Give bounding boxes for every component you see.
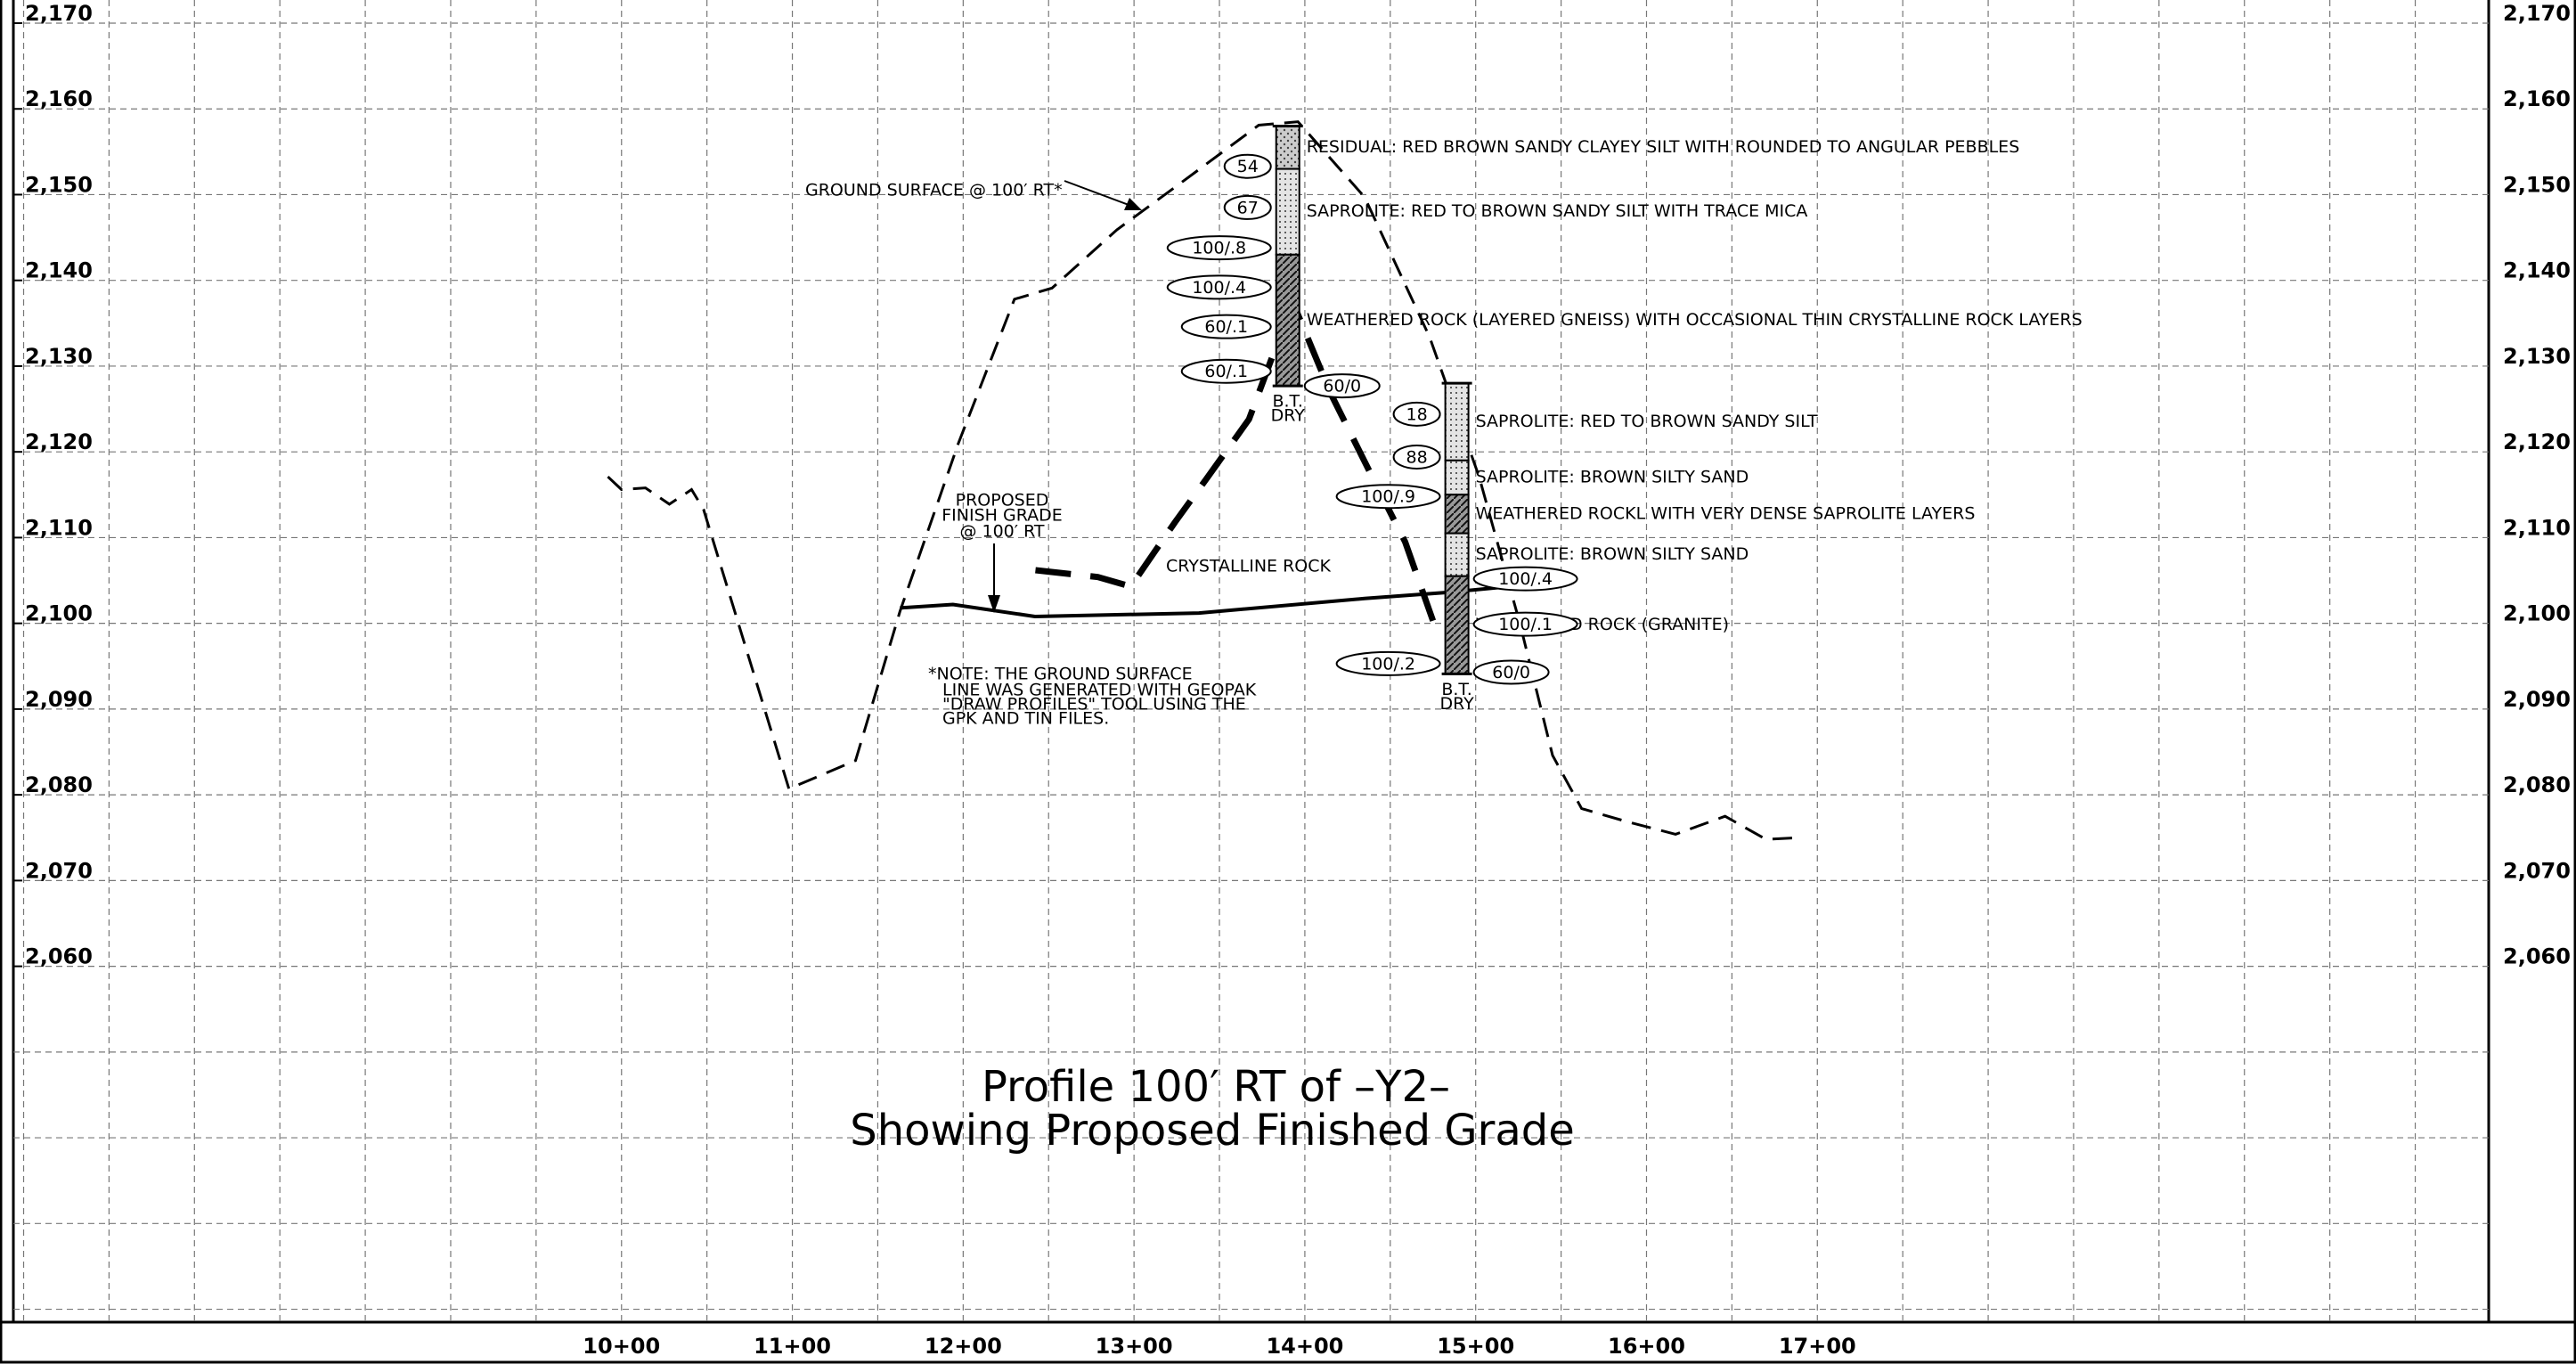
y-tick-label-right: 2,160 [2503,86,2571,111]
grid [13,0,2489,1322]
x-tick-label: 16+00 [1608,1334,1685,1359]
blow-count: 100/.1 [1498,615,1553,634]
blow-count: 60/0 [1323,377,1361,396]
note: LINE WAS GENERATED WITH GEOPAK [942,681,1257,700]
boring-note: B.T. [1272,392,1302,412]
x-tick-label: 12+00 [925,1334,1002,1359]
annotation: @ 100′ RT [959,522,1044,542]
blow-count-oval [1166,235,1272,261]
blow-count-oval [1223,194,1272,220]
y-tick-label: 2,110 [25,515,93,540]
annotation: FINISH GRADE [942,506,1063,526]
blow-count-oval [1472,566,1578,592]
x-tick-label: 15+00 [1437,1334,1514,1359]
boring-layer [1444,575,1470,675]
blow-count-oval [1335,650,1441,676]
blow-count: 54 [1237,157,1259,176]
y-tick-label: 2,080 [25,772,93,797]
x-tick-label: 13+00 [1096,1334,1173,1359]
blow-count: 100/.2 [1361,654,1415,674]
x-tick-label: 14+00 [1266,1334,1343,1359]
boring-layer [1444,532,1470,577]
y-tick-label-right: 2,060 [2503,944,2571,969]
blow-count-oval [1335,484,1441,510]
blow-count: 60/.1 [1204,362,1248,381]
leader [1064,180,1139,209]
y-tick-label-right: 2,130 [2503,344,2571,369]
layer-description: SAPROLITE: BROWN SILTY SAND [1476,468,1749,487]
blow-count: 100/.9 [1361,487,1415,507]
note: GPK AND TIN FILES. [942,709,1109,729]
layer-description: SAPROLITE: BROWN SILTY SAND [1476,544,1749,564]
blow-count-oval [1472,659,1550,685]
note: *NOTE: THE GROUND SURFACE [928,665,1193,684]
boring-layer [1275,125,1300,170]
y-tick-label: 2,130 [25,344,93,369]
blow-count-oval [1472,611,1578,637]
x-tick-label: 17+00 [1779,1334,1856,1359]
arrowhead [1124,198,1142,210]
blow-count: 60/.1 [1204,317,1248,337]
y-tick-label: 2,140 [25,258,93,283]
blow-count: 100/.4 [1192,278,1246,298]
note: "DRAW PROFILES" TOOL USING THE [942,695,1246,715]
blow-count-oval [1180,358,1272,384]
layer-description: SAPROLITE: RED TO BROWN SANDY SILT [1476,412,1818,431]
y-tick-label: 2,150 [25,172,93,197]
y-tick-label: 2,090 [25,687,93,712]
layer-description: WEATHERED ROCK (LAYERED GNEISS) WITH OCC… [1307,310,2083,330]
blow-count-oval [1223,153,1272,179]
blow-count: 67 [1237,198,1259,217]
boring-layer [1444,382,1470,461]
x-tick-label: 11+00 [754,1334,831,1359]
y-tick-label-right: 2,140 [2503,258,2571,283]
boring-note: B.T. [1441,680,1471,699]
y-tick-label-right: 2,170 [2503,1,2571,26]
y-tick-label: 2,120 [25,429,93,454]
profile-line [1035,308,1437,622]
y-tick-label: 2,160 [25,86,93,111]
y-tick-label-right: 2,100 [2503,601,2571,626]
x-tick-label: 10+00 [583,1334,660,1359]
blow-count-oval [1392,401,1441,427]
y-tick-label-right: 2,110 [2503,515,2571,540]
y-tick-label-right: 2,090 [2503,687,2571,712]
boring-layer [1275,167,1300,256]
title: Profile 100′ RT of –Y2– [982,1062,1450,1112]
blow-count: 88 [1406,447,1428,467]
layer-description: SAPROLITE: RED TO BROWN SANDY SILT WITH … [1307,201,1808,221]
y-tick-label: 2,100 [25,601,93,626]
blow-count-oval [1166,274,1272,300]
y-tick-label-right: 2,080 [2503,772,2571,797]
boring-layer [1275,253,1300,388]
boring-note: DRY [1271,406,1306,426]
y-tick-label: 2,070 [25,858,93,883]
layer-description: RESIDUAL: RED BROWN SANDY CLAYEY SILT WI… [1307,137,2020,157]
y-tick-label-right: 2,150 [2503,172,2571,197]
y-tick-label: 2,060 [25,944,93,969]
blow-count-oval [1392,444,1441,470]
y-tick-label-right: 2,120 [2503,429,2571,454]
layer-description: WEATHERED ROCKL WITH VERY DENSE SAPROLIT… [1476,503,1976,523]
blow-count: 100/.4 [1498,569,1553,589]
annotation: CRYSTALLINE ROCK [1166,557,1332,576]
blow-count-oval [1303,373,1381,399]
y-tick-label-right: 2,070 [2503,858,2571,883]
boring-layer [1444,459,1470,496]
profile-line [607,120,1799,841]
boring-layer [1444,494,1470,535]
subtitle: Showing Proposed Finished Grade [850,1106,1575,1156]
blow-count: 100/.8 [1192,239,1246,258]
boring-note: DRY [1439,694,1474,714]
annotation: PROPOSED [956,491,1049,510]
blow-count-oval [1180,314,1272,339]
blow-count: 18 [1406,404,1428,424]
annotation: GROUND SURFACE @ 100′ RT* [805,181,1063,200]
y-tick-label: 2,170 [25,1,93,26]
arrowhead [988,595,1000,613]
blow-count: 60/0 [1492,663,1530,682]
